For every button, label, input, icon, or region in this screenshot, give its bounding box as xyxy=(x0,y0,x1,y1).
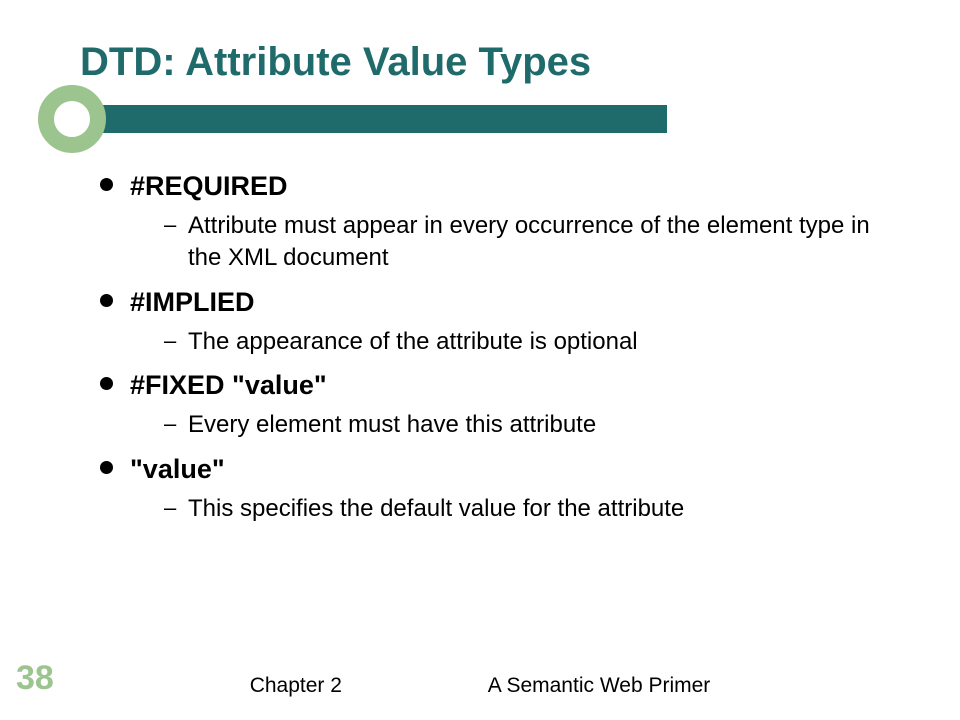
content-area: #REQUIRED Attribute must appear in every… xyxy=(100,169,900,525)
list-item: "value" This specifies the default value… xyxy=(100,452,900,525)
decorative-bar xyxy=(0,105,760,133)
list-item: #FIXED "value" Every element must have t… xyxy=(100,368,900,441)
sub-list: The appearance of the attribute is optio… xyxy=(164,326,900,358)
sub-list: Attribute must appear in every occurrenc… xyxy=(164,210,900,275)
sub-item: Attribute must appear in every occurrenc… xyxy=(164,210,900,275)
footer-book-title: A Semantic Web Primer xyxy=(488,674,711,698)
sub-item: This specifies the default value for the… xyxy=(164,493,900,525)
list-item: #REQUIRED Attribute must appear in every… xyxy=(100,169,900,275)
item-heading: #REQUIRED xyxy=(130,169,900,204)
item-heading: #IMPLIED xyxy=(130,285,900,320)
bar-ring-icon xyxy=(38,85,106,153)
slide-container: DTD: Attribute Value Types #REQUIRED Att… xyxy=(0,0,960,720)
list-item: #IMPLIED The appearance of the attribute… xyxy=(100,285,900,358)
footer: Chapter 2 A Semantic Web Primer xyxy=(0,674,960,698)
sub-list: Every element must have this attribute xyxy=(164,409,900,441)
item-heading: #FIXED "value" xyxy=(130,368,900,403)
sub-item: Every element must have this attribute xyxy=(164,409,900,441)
bullet-list: #REQUIRED Attribute must appear in every… xyxy=(100,169,900,525)
slide-title: DTD: Attribute Value Types xyxy=(80,40,900,85)
bar-rectangle xyxy=(92,105,667,133)
item-heading: "value" xyxy=(130,452,900,487)
sub-item: The appearance of the attribute is optio… xyxy=(164,326,900,358)
sub-list: This specifies the default value for the… xyxy=(164,493,900,525)
footer-chapter: Chapter 2 xyxy=(250,674,342,698)
